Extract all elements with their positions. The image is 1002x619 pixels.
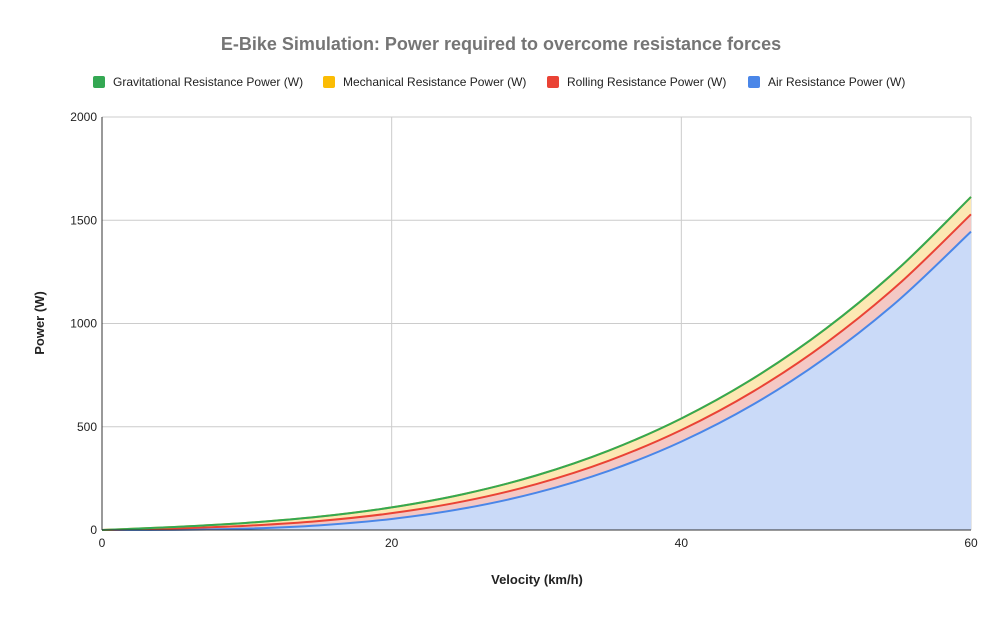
legend-swatch [547, 76, 559, 88]
y-tick-label: 1000 [70, 317, 97, 331]
air-resistance-power-w-line [101, 230, 972, 531]
axes [101, 117, 971, 531]
rolling-resistance-power-w-area [102, 214, 971, 530]
air-resistance-power-w-area [102, 231, 971, 530]
legend-label: Air Resistance Power (W) [768, 75, 905, 89]
legend-swatch [748, 76, 760, 88]
legend-swatch [93, 76, 105, 88]
y-axis-title: Power (W) [32, 291, 47, 355]
rolling-resistance-power-w-line [101, 213, 972, 531]
x-tick-label: 0 [99, 536, 106, 550]
legend-swatch [323, 76, 335, 88]
legend-item[interactable]: Air Resistance Power (W) [748, 75, 905, 89]
x-tick-labels: 0 20 40 60 [99, 536, 978, 550]
x-tick-label: 60 [964, 536, 978, 550]
x-axis-title: Velocity (km/h) [491, 572, 583, 587]
legend-item[interactable]: Rolling Resistance Power (W) [547, 75, 726, 89]
legend-item[interactable]: Mechanical Resistance Power (W) [323, 75, 526, 89]
y-tick-label: 1500 [70, 213, 97, 227]
legend-label: Rolling Resistance Power (W) [567, 75, 726, 89]
series-lines [101, 196, 972, 531]
legend-label: Gravitational Resistance Power (W) [113, 75, 303, 89]
y-tick-label: 2000 [70, 110, 97, 124]
y-tick-label: 0 [90, 523, 97, 537]
gravitational-resistance-power-w-line [101, 196, 972, 531]
y-tick-label: 500 [77, 420, 97, 434]
legend-label: Mechanical Resistance Power (W) [343, 75, 526, 89]
legend-item[interactable]: Gravitational Resistance Power (W) [93, 75, 303, 89]
x-tick-label: 40 [675, 536, 689, 550]
y-tick-labels: 0 500 1000 1500 2000 [70, 110, 97, 537]
chart-title: E-Bike Simulation: Power required to ove… [221, 34, 781, 54]
legend: Gravitational Resistance Power (W) Mechan… [93, 75, 905, 89]
series-areas [102, 196, 971, 531]
x-tick-label: 20 [385, 536, 399, 550]
